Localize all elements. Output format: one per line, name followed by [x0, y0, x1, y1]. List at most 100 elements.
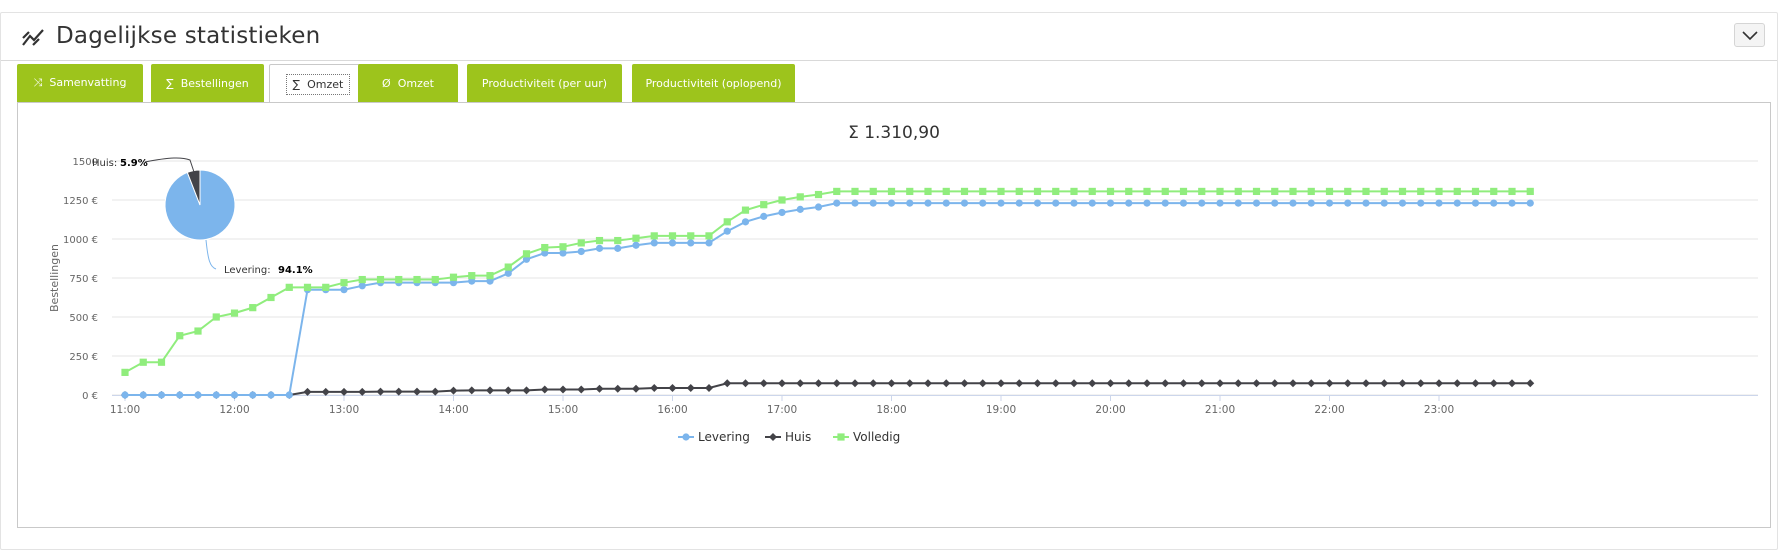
point-volledig: [1435, 187, 1443, 196]
point-huis: [1197, 379, 1206, 388]
point-volledig: [1179, 187, 1188, 196]
point-volledig: [979, 187, 987, 196]
x-tick-label: 11:00: [110, 404, 140, 416]
point-levering: [705, 239, 713, 247]
point-volledig: [194, 327, 202, 335]
point-volledig: [1417, 187, 1425, 196]
legend-marker: [682, 433, 690, 441]
point-huis: [686, 383, 695, 392]
y-axis-label: Bestellingen: [48, 244, 61, 312]
point-volledig: [1033, 187, 1042, 196]
point-levering: [1398, 199, 1407, 207]
x-tick-label: 12:00: [219, 404, 249, 416]
point-huis: [1179, 379, 1188, 388]
legend-item-levering[interactable]: Levering: [678, 430, 750, 444]
point-volledig: [705, 232, 713, 240]
point-volledig: [486, 272, 494, 280]
chart-container: Σ 1.310,90 0 € 250 € 500 € 750 € 1000 € 1250 €…: [17, 102, 1771, 528]
point-levering: [1143, 199, 1151, 207]
legend-item-huis[interactable]: Huis: [765, 430, 811, 444]
tab-label: Bestellingen: [180, 76, 249, 90]
tab-omzet-sum[interactable]: ∑ Omzet: [269, 64, 367, 104]
point-huis: [1435, 379, 1443, 388]
point-huis: [650, 383, 659, 392]
point-levering: [230, 391, 239, 399]
point-levering: [887, 199, 896, 207]
tab-productiviteit-oplopend[interactable]: Productiviteit (oplopend): [632, 64, 795, 102]
y-tick-label: 500 €: [69, 313, 98, 324]
point-volledig: [285, 283, 293, 291]
point-huis: [449, 386, 458, 395]
point-levering: [1307, 199, 1315, 207]
point-volledig: [814, 190, 823, 199]
point-huis: [1307, 379, 1316, 388]
point-volledig: [1471, 187, 1480, 196]
tab-label: Productiviteit (per uur): [481, 76, 608, 90]
point-huis: [887, 379, 896, 388]
point-levering: [869, 199, 877, 207]
point-volledig: [139, 358, 147, 366]
pie-connector-levering: [205, 239, 217, 270]
point-huis: [504, 386, 513, 395]
point-levering: [1453, 199, 1461, 207]
series-line-volledig: [124, 190, 1531, 374]
point-huis: [1471, 379, 1480, 388]
point-volledig: [431, 275, 439, 284]
point-volledig: [796, 193, 804, 201]
point-huis: [832, 379, 841, 388]
point-levering: [595, 244, 604, 252]
tab-content: ∑ Bestellingen: [166, 77, 248, 90]
point-levering: [176, 391, 184, 399]
point-huis: [869, 379, 878, 388]
pie-connector-huis: [144, 157, 195, 173]
point-huis: [1453, 379, 1462, 388]
point-volledig: [632, 234, 640, 242]
point-volledig: [869, 187, 877, 196]
point-volledig: [577, 239, 585, 247]
legend-item-volledig[interactable]: Volledig: [833, 430, 900, 444]
point-huis: [522, 386, 531, 395]
point-volledig: [468, 272, 476, 280]
pie-label-huis: Huis:: [92, 158, 117, 169]
point-huis: [1106, 379, 1115, 388]
point-volledig: [230, 309, 239, 317]
point-levering: [1471, 199, 1480, 207]
point-volledig: [1252, 187, 1261, 196]
point-huis: [1380, 379, 1389, 388]
point-huis: [705, 383, 713, 392]
point-levering: [1490, 199, 1498, 207]
tab-productiviteit-per-uur[interactable]: Productiviteit (per uur): [467, 64, 622, 102]
point-huis: [1508, 379, 1516, 388]
point-volledig: [924, 187, 932, 196]
point-levering: [650, 239, 658, 247]
tab-label: Omzet: [397, 76, 434, 90]
y-tick-label: 750 €: [69, 274, 98, 285]
point-volledig: [249, 304, 257, 312]
point-volledig: [668, 232, 677, 240]
collapse-button[interactable]: [1734, 23, 1765, 47]
point-volledig: [1070, 187, 1078, 196]
point-levering: [1106, 199, 1115, 207]
point-levering: [194, 391, 202, 399]
tab-samenvatting[interactable]: ⤨ Samenvatting: [17, 64, 143, 102]
point-volledig: [778, 196, 786, 204]
point-levering: [1252, 199, 1261, 207]
point-volledig: [157, 358, 166, 366]
point-huis: [1270, 379, 1279, 388]
point-volledig: [1052, 187, 1060, 196]
point-volledig: [650, 232, 658, 240]
x-tick-label: 21:00: [1205, 404, 1235, 416]
point-huis: [376, 387, 385, 396]
tab-bestellingen[interactable]: ∑ Bestellingen: [151, 64, 264, 102]
point-levering: [486, 277, 494, 285]
point-levering: [997, 199, 1005, 207]
tab-label: Samenvatting: [49, 76, 127, 89]
y-tick-label: 1250 €: [63, 196, 98, 207]
point-levering: [1052, 199, 1060, 207]
revenue-chart: Σ 1.310,90 0 € 250 € 500 € 750 € 1000 € 1250 €…: [48, 123, 1758, 444]
point-huis: [668, 383, 677, 392]
point-levering: [979, 199, 987, 207]
point-huis: [1070, 379, 1078, 388]
tab-label: Omzet: [307, 78, 344, 91]
tab-omzet-avg[interactable]: Ø Omzet: [358, 64, 458, 102]
